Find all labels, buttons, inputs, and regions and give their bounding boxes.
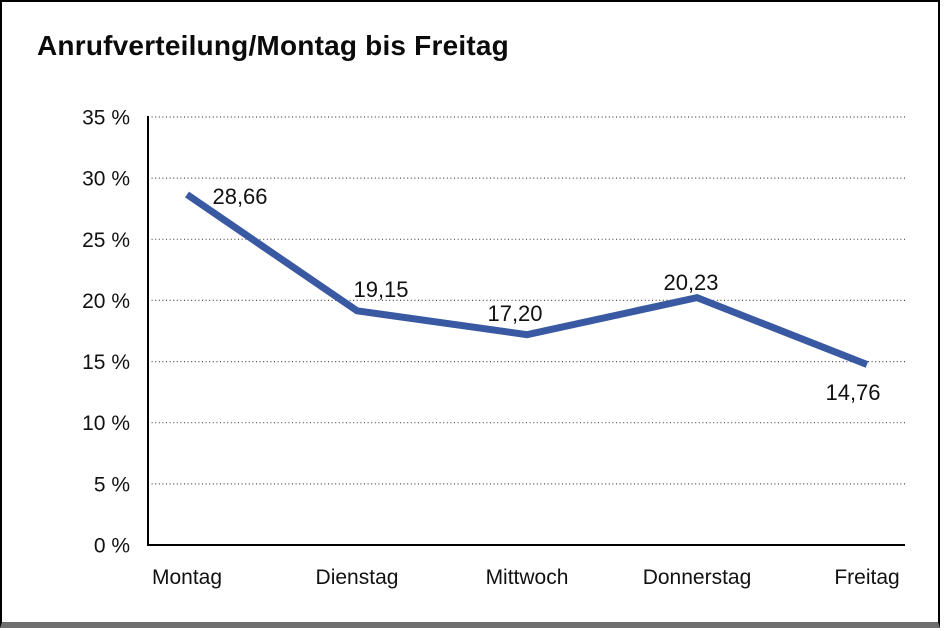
x-category-label: Mittwoch xyxy=(486,566,569,589)
y-tick-label: 15 % xyxy=(82,351,130,374)
x-category-label: Montag xyxy=(152,566,222,589)
x-category-label: Freitag xyxy=(834,566,899,589)
data-point-label: 14,76 xyxy=(825,380,880,405)
data-point-label: 20,23 xyxy=(663,270,718,295)
data-line xyxy=(185,191,869,368)
x-category-label: Dienstag xyxy=(316,566,399,589)
y-tick-label: 20 % xyxy=(82,290,130,313)
data-point-label: 19,15 xyxy=(353,277,408,302)
data-point-label: 28,66 xyxy=(212,184,267,209)
y-tick-label: 30 % xyxy=(82,168,130,191)
data-point-label: 17,20 xyxy=(487,301,542,326)
y-tick-label: 25 % xyxy=(82,229,130,252)
y-tick-label: 35 % xyxy=(82,107,130,130)
chart-title: Anrufverteilung/Montag bis Freitag xyxy=(37,30,509,61)
y-tick-label: 0 % xyxy=(94,535,130,558)
x-category-label: Donnerstag xyxy=(643,566,752,589)
y-tick-label: 10 % xyxy=(82,412,130,435)
y-tick-label: 5 % xyxy=(94,473,130,496)
